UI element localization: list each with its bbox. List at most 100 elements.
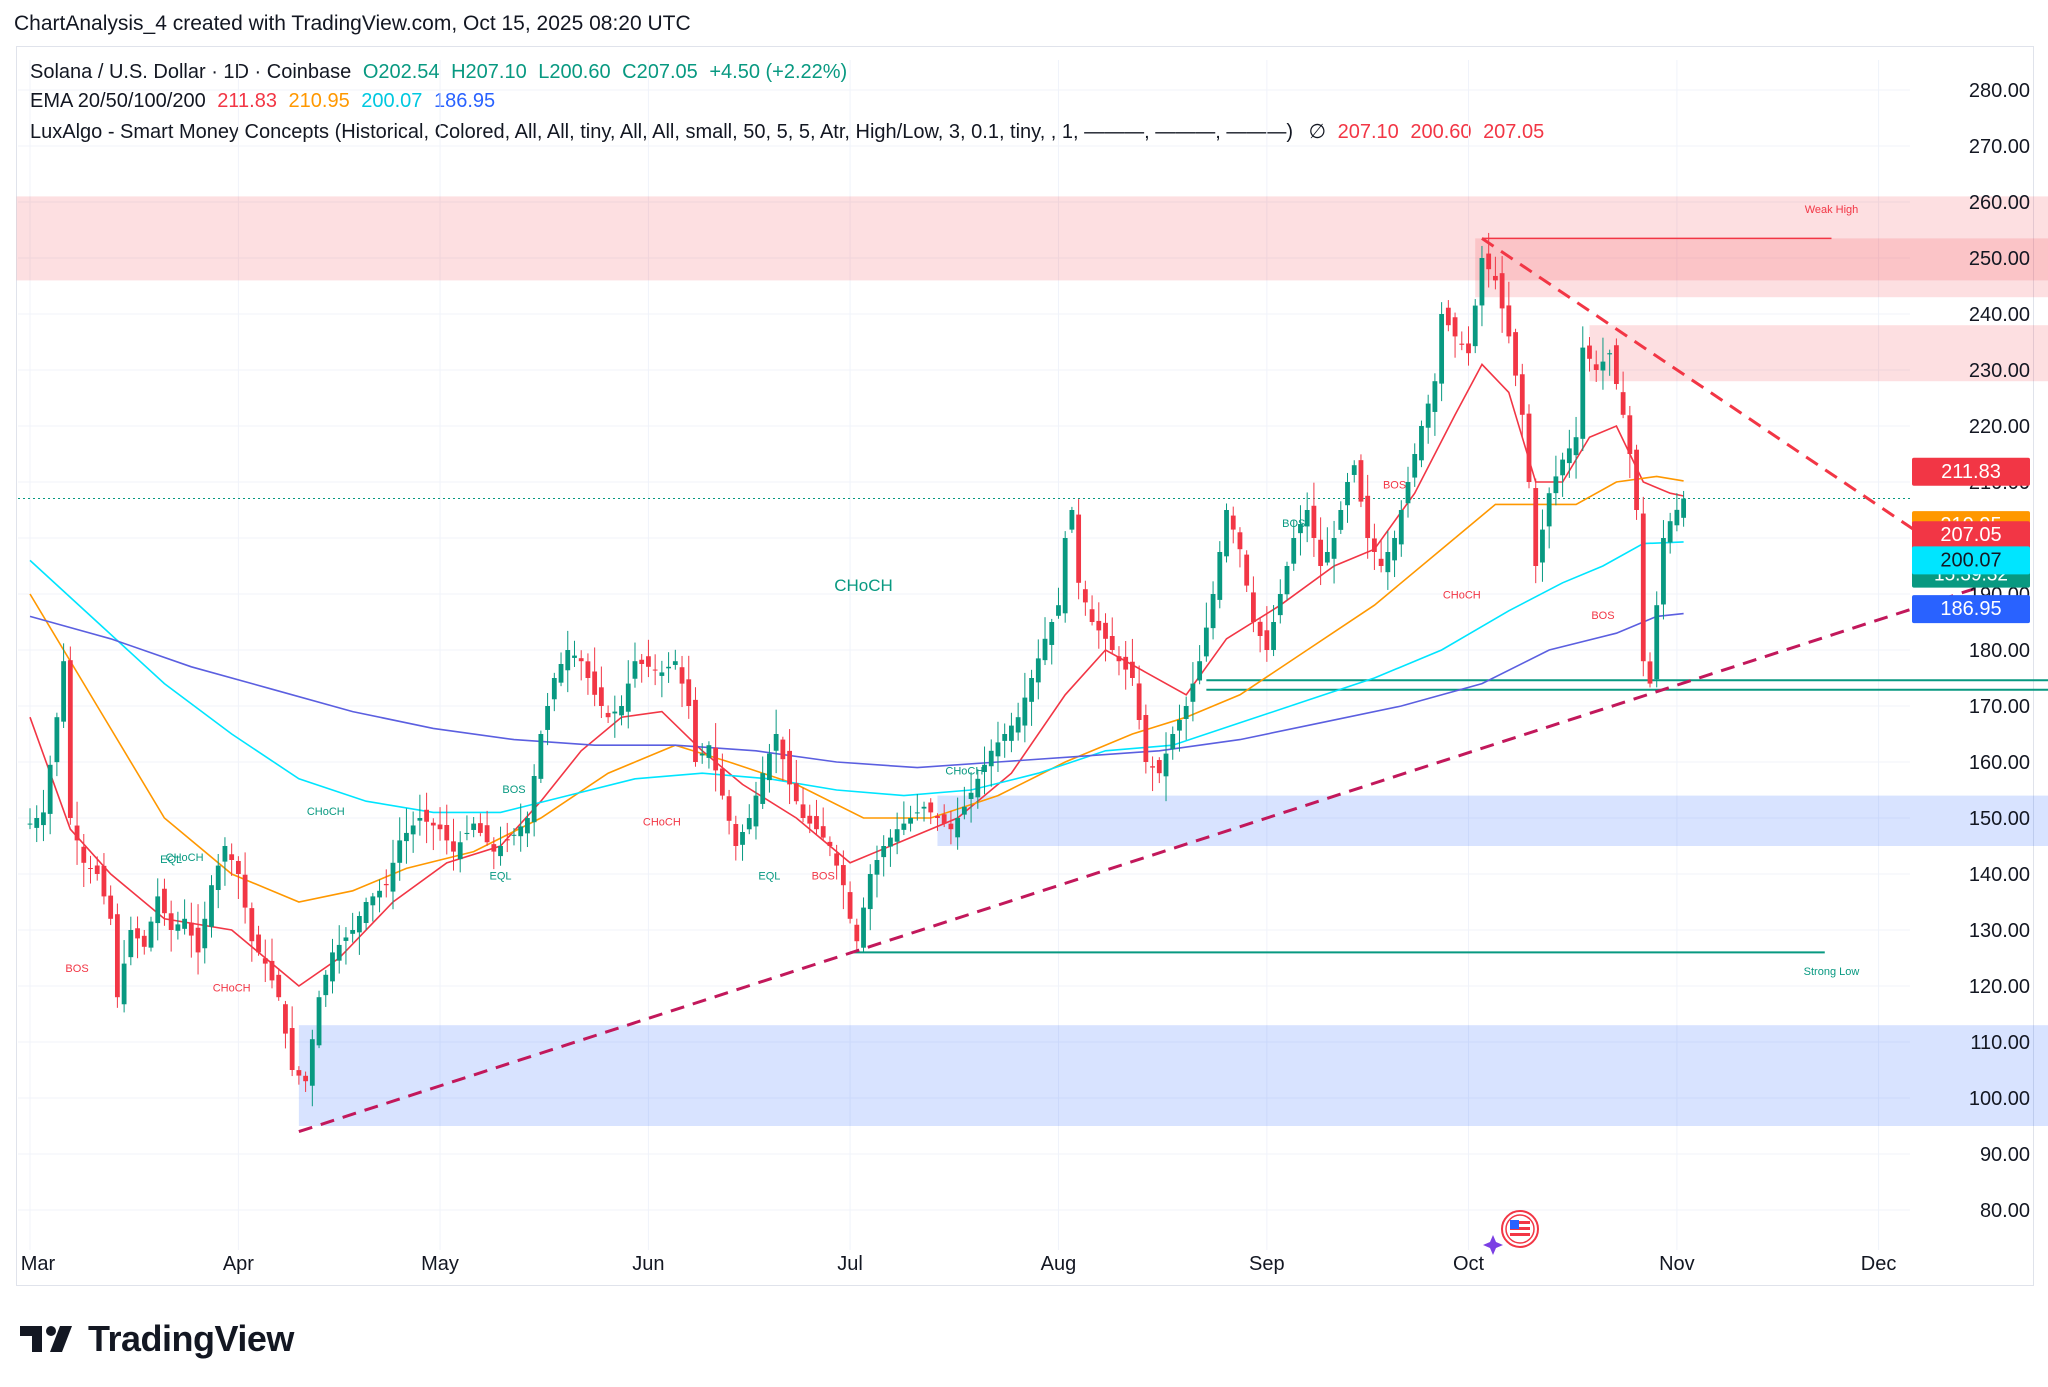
candle-body: [1445, 307, 1451, 326]
symbol-legend[interactable]: Solana / U.S. Dollar · 1D · Coinbase O20…: [30, 61, 847, 84]
x-tick-label: Sep: [1249, 1253, 1285, 1275]
price-label[interactable]: 207.05: [1912, 521, 2030, 550]
x-tick-label: Apr: [223, 1253, 254, 1275]
candle-body: [283, 1004, 288, 1034]
candle-body: [1540, 529, 1545, 563]
candle-body: [1156, 760, 1162, 774]
candle: [451, 818, 456, 871]
candle: [1244, 550, 1250, 593]
ema-legend[interactable]: EMA 20/50/100/200 211.83 210.95 200.07 1…: [30, 90, 495, 113]
luxalgo-value-2: 200.60: [1410, 121, 1472, 143]
candle-body: [370, 896, 376, 906]
candle: [269, 938, 275, 989]
luxalgo-legend[interactable]: LuxAlgo - Smart Money Concepts (Historic…: [30, 119, 1544, 144]
candle: [262, 939, 268, 983]
candle-body: [1372, 538, 1377, 552]
candle-body: [1533, 488, 1539, 566]
candle-body: [760, 773, 766, 804]
us-flag-events-icon[interactable]: [1501, 1210, 1539, 1248]
candle-body: [693, 699, 698, 762]
candle-body: [874, 860, 880, 875]
tradingview-brand[interactable]: TradingView: [20, 1318, 294, 1360]
candle: [982, 746, 987, 795]
candle-body: [1177, 720, 1182, 731]
candle-body: [625, 683, 631, 712]
candle-body: [753, 795, 759, 827]
x-tick-label: Mar: [21, 1253, 56, 1275]
candle: [814, 799, 819, 836]
price-label[interactable]: 186.95: [1912, 595, 2030, 624]
candle: [1089, 595, 1095, 626]
candle: [847, 881, 853, 924]
candle-body: [1600, 361, 1606, 371]
candle: [780, 736, 786, 781]
candle-body: [814, 816, 819, 830]
candle: [1513, 328, 1518, 387]
candle-body: [1042, 638, 1048, 661]
candle: [592, 647, 598, 707]
candle: [686, 655, 692, 719]
candle-body: [1385, 552, 1391, 573]
candle: [309, 1029, 315, 1107]
smc-label-choch: CHoCH: [166, 852, 204, 864]
candle: [1445, 300, 1451, 332]
y-tick-label: 100.00: [1969, 1088, 2030, 1110]
candle: [585, 653, 591, 695]
candle-body: [108, 895, 114, 919]
candle: [787, 729, 792, 805]
candle-body: [1479, 258, 1485, 306]
candle: [1338, 501, 1344, 534]
price-label-text: 186.95: [1940, 598, 2001, 620]
candle: [1237, 527, 1243, 568]
high-value: H207.10: [451, 61, 527, 83]
candle-body: [1183, 706, 1189, 719]
y-tick-label: 170.00: [1969, 696, 2030, 718]
candle-body: [793, 783, 799, 802]
candle: [1210, 581, 1216, 640]
candle-body: [168, 913, 174, 930]
candle-body: [820, 826, 826, 838]
candle-body: [1566, 448, 1572, 464]
x-tick-label: May: [421, 1253, 459, 1275]
candle-body: [1109, 636, 1115, 650]
candle: [646, 639, 651, 678]
candle: [1183, 696, 1189, 740]
candle-body: [477, 823, 483, 833]
candle-body: [982, 764, 987, 772]
candle: [1130, 638, 1135, 686]
candle: [1277, 579, 1283, 624]
candle: [168, 900, 174, 952]
candle: [713, 723, 719, 792]
candle: [41, 789, 46, 842]
candle-body: [451, 841, 456, 852]
candle: [1593, 350, 1599, 382]
candle: [1123, 641, 1129, 690]
candle: [88, 855, 93, 884]
candle-body: [47, 764, 53, 814]
candle-body: [269, 960, 275, 981]
candle: [1298, 505, 1303, 556]
candle: [1573, 416, 1579, 479]
candle: [1163, 732, 1169, 802]
candle-body: [1432, 381, 1438, 412]
y-tick-label: 220.00: [1969, 416, 2030, 438]
price-label[interactable]: 200.07: [1912, 546, 2030, 575]
candle-body: [1560, 459, 1566, 476]
candle: [1116, 646, 1122, 676]
candle: [538, 730, 544, 784]
smc-label-strong-low: Strong Low: [1804, 966, 1860, 978]
candle-body: [1573, 437, 1579, 456]
candle-body: [854, 924, 860, 942]
candle: [518, 803, 524, 852]
candle-body: [921, 806, 927, 809]
ema-label: EMA 20/50/100/200: [30, 90, 206, 112]
candle: [1398, 500, 1404, 557]
candle-body: [585, 661, 591, 678]
y-tick-label: 150.00: [1969, 808, 2030, 830]
y-tick-label: 180.00: [1969, 640, 2030, 662]
price-label[interactable]: 211.83: [1912, 457, 2030, 486]
candle-body: [1486, 253, 1492, 270]
ema-line-ema200: [29, 612, 1684, 769]
candle-body: [914, 812, 920, 814]
